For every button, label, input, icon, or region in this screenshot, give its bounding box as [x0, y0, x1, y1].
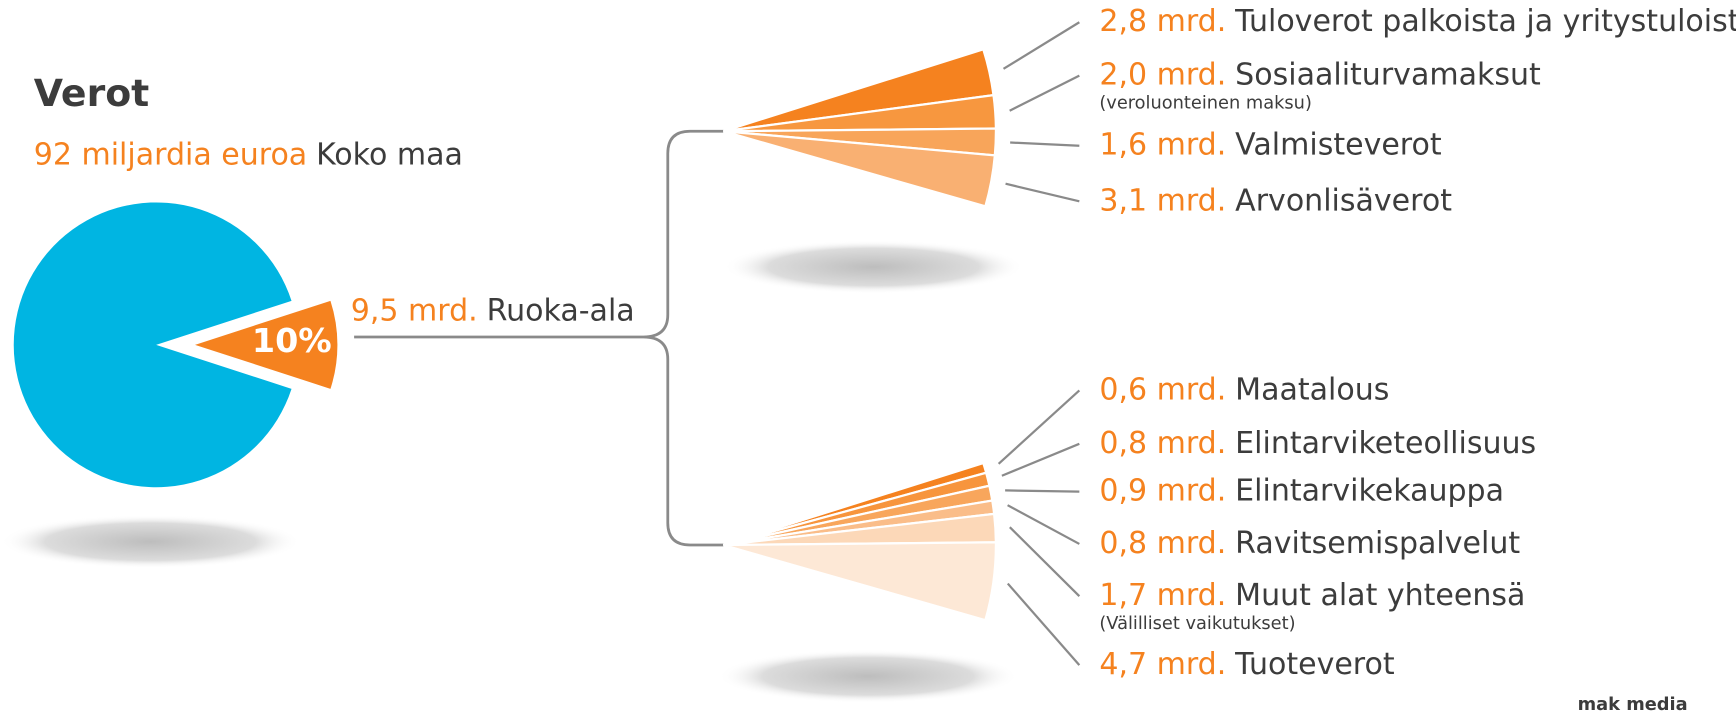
connector: [997, 389, 1081, 465]
item-name: Sosiaaliturvamaksut: [1235, 57, 1541, 92]
connector: [1001, 442, 1080, 477]
item-name: Tuloverot palkoista ja yritystuloista: [1234, 4, 1736, 39]
item-name: Valmisteverot: [1235, 127, 1442, 162]
bracket: [354, 129, 724, 547]
item-label: 2,8 mrd. Tuloverot palkoista ja yritystul…: [1099, 4, 1736, 39]
connector: [1005, 489, 1080, 493]
item-value: 4,7 mrd.: [1099, 647, 1226, 682]
root-label: 9,5 mrd. Ruoka-ala: [351, 293, 635, 328]
item-name: Tuoteverot: [1234, 647, 1395, 682]
shadow: [723, 240, 1024, 294]
scope: Koko maa: [316, 137, 463, 172]
amount: 92 miljardia euroa: [34, 137, 307, 172]
title: Verot: [34, 71, 150, 115]
fan-wedge: [723, 541, 998, 622]
item-value: 1,6 mrd.: [1099, 127, 1226, 162]
item-name: Ravitsemispalvelut: [1235, 525, 1520, 560]
item-name: Elintarvikekauppa: [1235, 473, 1504, 508]
connector: [1009, 74, 1080, 112]
connector: [1007, 504, 1080, 545]
root-name: Ruoka-ala: [487, 293, 635, 328]
fan-wedge: [723, 130, 997, 208]
shadow: [717, 649, 1019, 703]
subtitle: 92 miljardia euroa Koko maa: [34, 137, 463, 172]
item-note: (Välilliset vaikutukset): [1099, 613, 1295, 634]
item-label: 3,1 mrd. Arvonlisäverot: [1099, 183, 1452, 218]
shadow: [0, 515, 301, 569]
connector: [1002, 21, 1080, 70]
connector: [1006, 582, 1081, 666]
root-value: 9,5 mrd.: [351, 293, 478, 328]
item-note: (veroluonteinen maksu): [1099, 92, 1312, 113]
item-value: 2,0 mrd.: [1099, 57, 1226, 92]
item-value: 1,7 mrd.: [1099, 578, 1226, 613]
logo: mak media: [1578, 694, 1688, 713]
item-label: 0,9 mrd. Elintarvikekauppa: [1099, 473, 1504, 508]
item-name: Maatalous: [1235, 372, 1389, 407]
item-label: 4,7 mrd. Tuoteverot: [1099, 647, 1394, 682]
item-label: 0,8 mrd. Ravitsemispalvelut: [1099, 525, 1520, 560]
pie-label: 10%: [252, 321, 332, 360]
item-label: 1,6 mrd. Valmisteverot: [1099, 127, 1441, 162]
item-value: 0,8 mrd.: [1099, 525, 1226, 560]
item-name: Muut alat yhteensä: [1235, 578, 1525, 613]
item-value: 0,6 mrd.: [1099, 372, 1226, 407]
item-label: 2,0 mrd. Sosiaaliturvamaksut: [1099, 57, 1541, 92]
connector: [1009, 526, 1081, 597]
item-label: 0,6 mrd. Maatalous: [1099, 372, 1389, 407]
connector: [1010, 141, 1080, 147]
pie-slice: [195, 300, 338, 389]
item-label: 0,8 mrd. Elintarviketeollisuus: [1099, 425, 1536, 460]
item-name: Elintarviketeollisuus: [1235, 425, 1536, 460]
item-value: 0,8 mrd.: [1099, 425, 1226, 460]
item-value: 0,9 mrd.: [1099, 473, 1226, 508]
connector: [1005, 182, 1080, 203]
item-label: 1,7 mrd. Muut alat yhteensä: [1099, 578, 1525, 613]
item-value: 3,1 mrd.: [1099, 183, 1226, 218]
item-name: Arvonlisäverot: [1235, 183, 1452, 218]
pie-rest: [13, 202, 292, 488]
item-value: 2,8 mrd.: [1099, 4, 1226, 39]
